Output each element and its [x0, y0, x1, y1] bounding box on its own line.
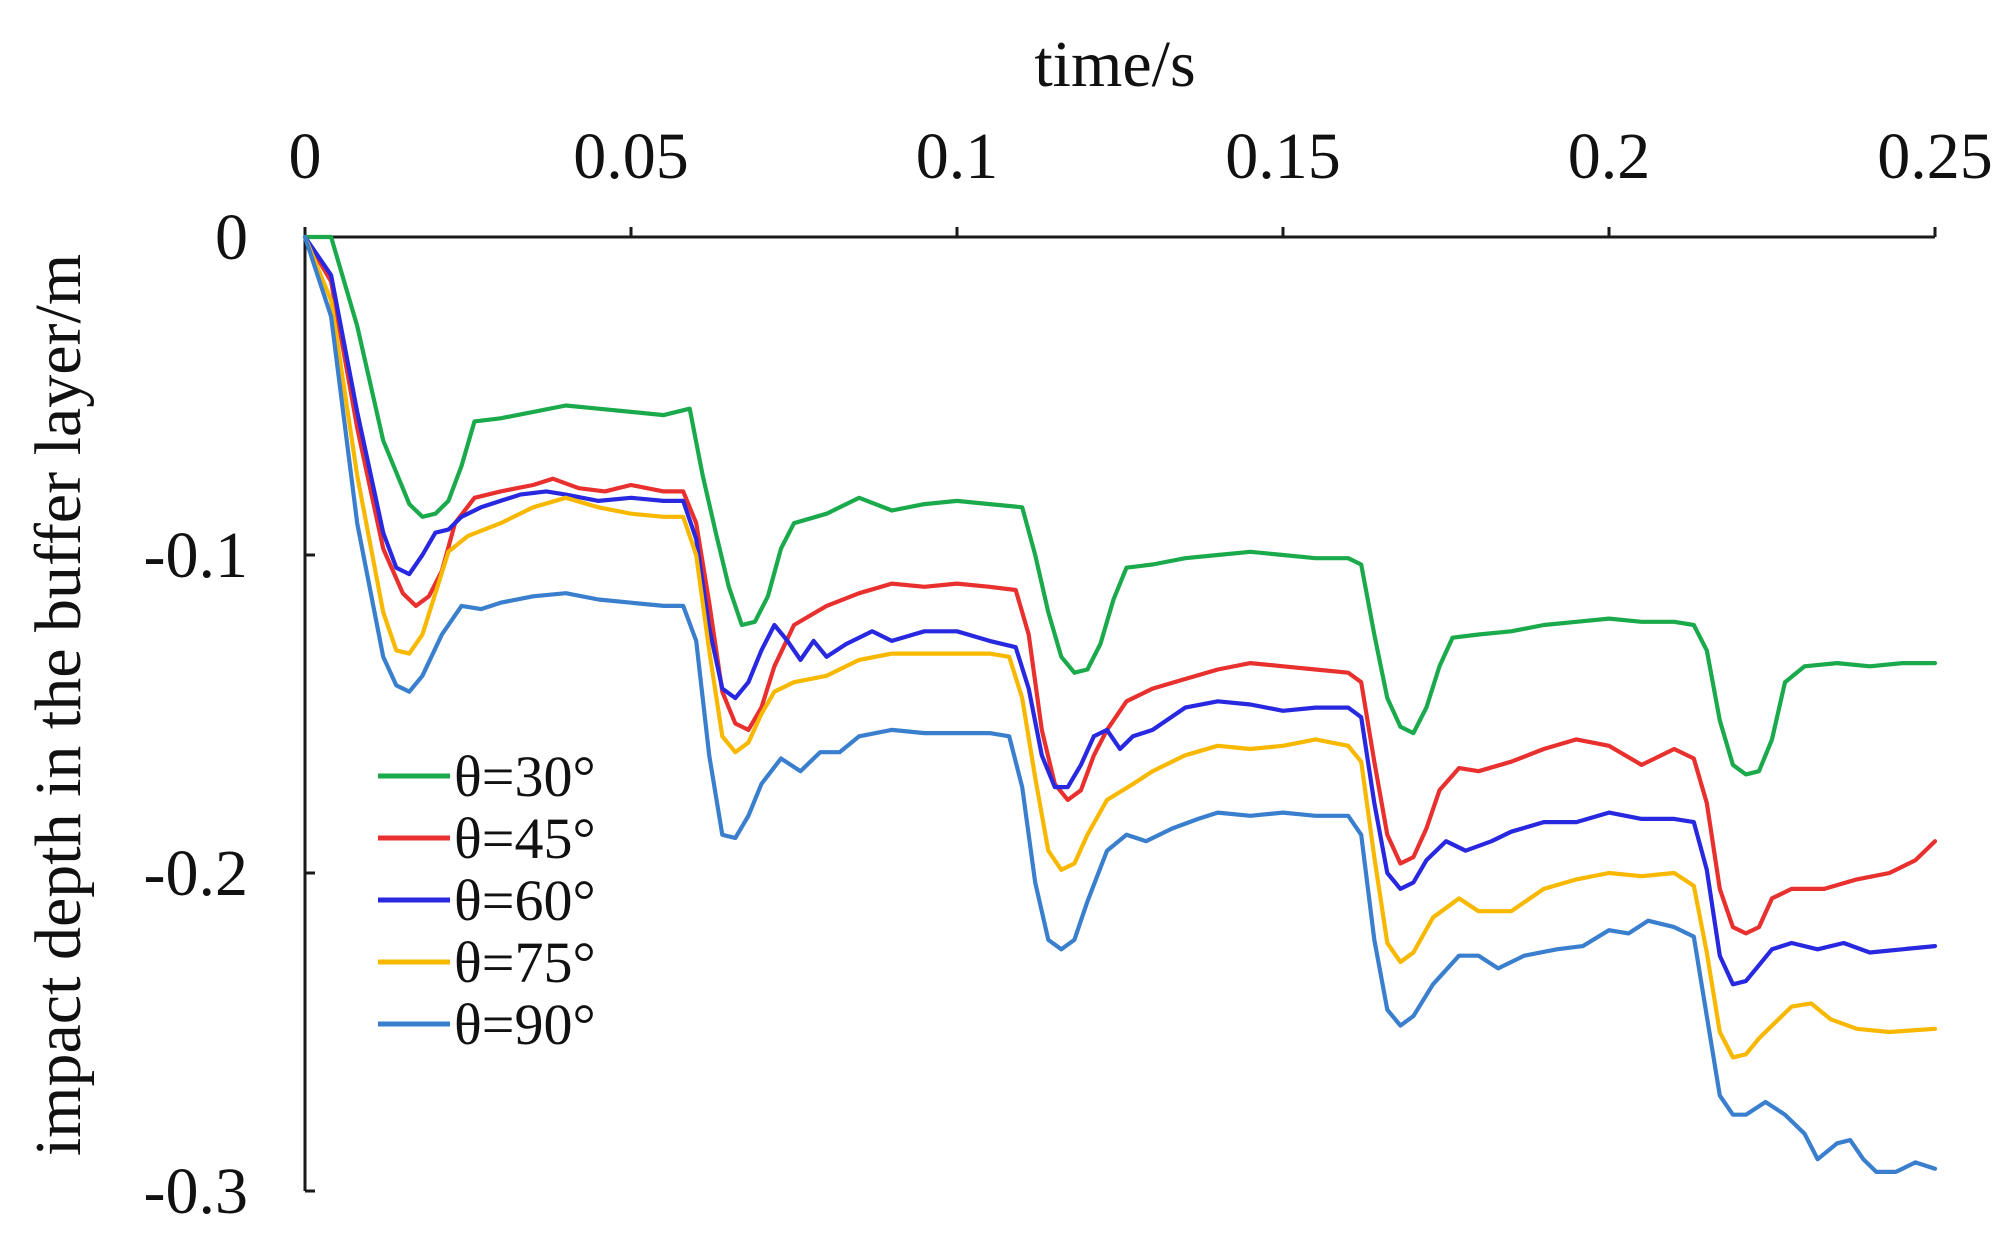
series-lines — [302, 234, 1938, 1174]
y-tick-label: 0 — [215, 201, 248, 274]
x-tick-label: 0.1 — [916, 120, 999, 193]
x-tick-label: 0.25 — [1877, 120, 1993, 193]
y-axis-title: impact depth in the buffer layer/m — [22, 254, 95, 1156]
y-tick-label: -0.2 — [144, 837, 248, 910]
x-axis-ticks: 0 0.05 0.1 0.15 0.2 0.25 — [289, 120, 1993, 237]
series-line-5 — [302, 234, 1938, 1174]
legend-label-5: θ=90° — [454, 992, 596, 1057]
legend-label-3: θ=60° — [454, 868, 596, 933]
x-tick-label: 0.2 — [1568, 120, 1651, 193]
y-tick-label: -0.1 — [144, 519, 248, 592]
legend-label-1: θ=30° — [454, 744, 596, 809]
legend-label-4: θ=75° — [454, 930, 596, 995]
x-axis-title: time/s — [1034, 28, 1195, 101]
x-tick-label: 0.05 — [573, 120, 689, 193]
y-tick-label: -0.3 — [144, 1155, 248, 1228]
x-tick-label: 0 — [289, 120, 322, 193]
series-line-2 — [302, 234, 1938, 936]
series-line-4 — [302, 234, 1938, 1060]
legend-label-2: θ=45° — [454, 806, 596, 871]
y-axis-ticks: 0 -0.1 -0.2 -0.3 — [144, 201, 315, 1228]
series-line-1 — [302, 234, 1938, 777]
x-tick-label: 0.15 — [1225, 120, 1341, 193]
legend: θ=30°θ=45°θ=60°θ=75°θ=90° — [378, 744, 596, 1057]
series-line-3 — [302, 234, 1938, 987]
